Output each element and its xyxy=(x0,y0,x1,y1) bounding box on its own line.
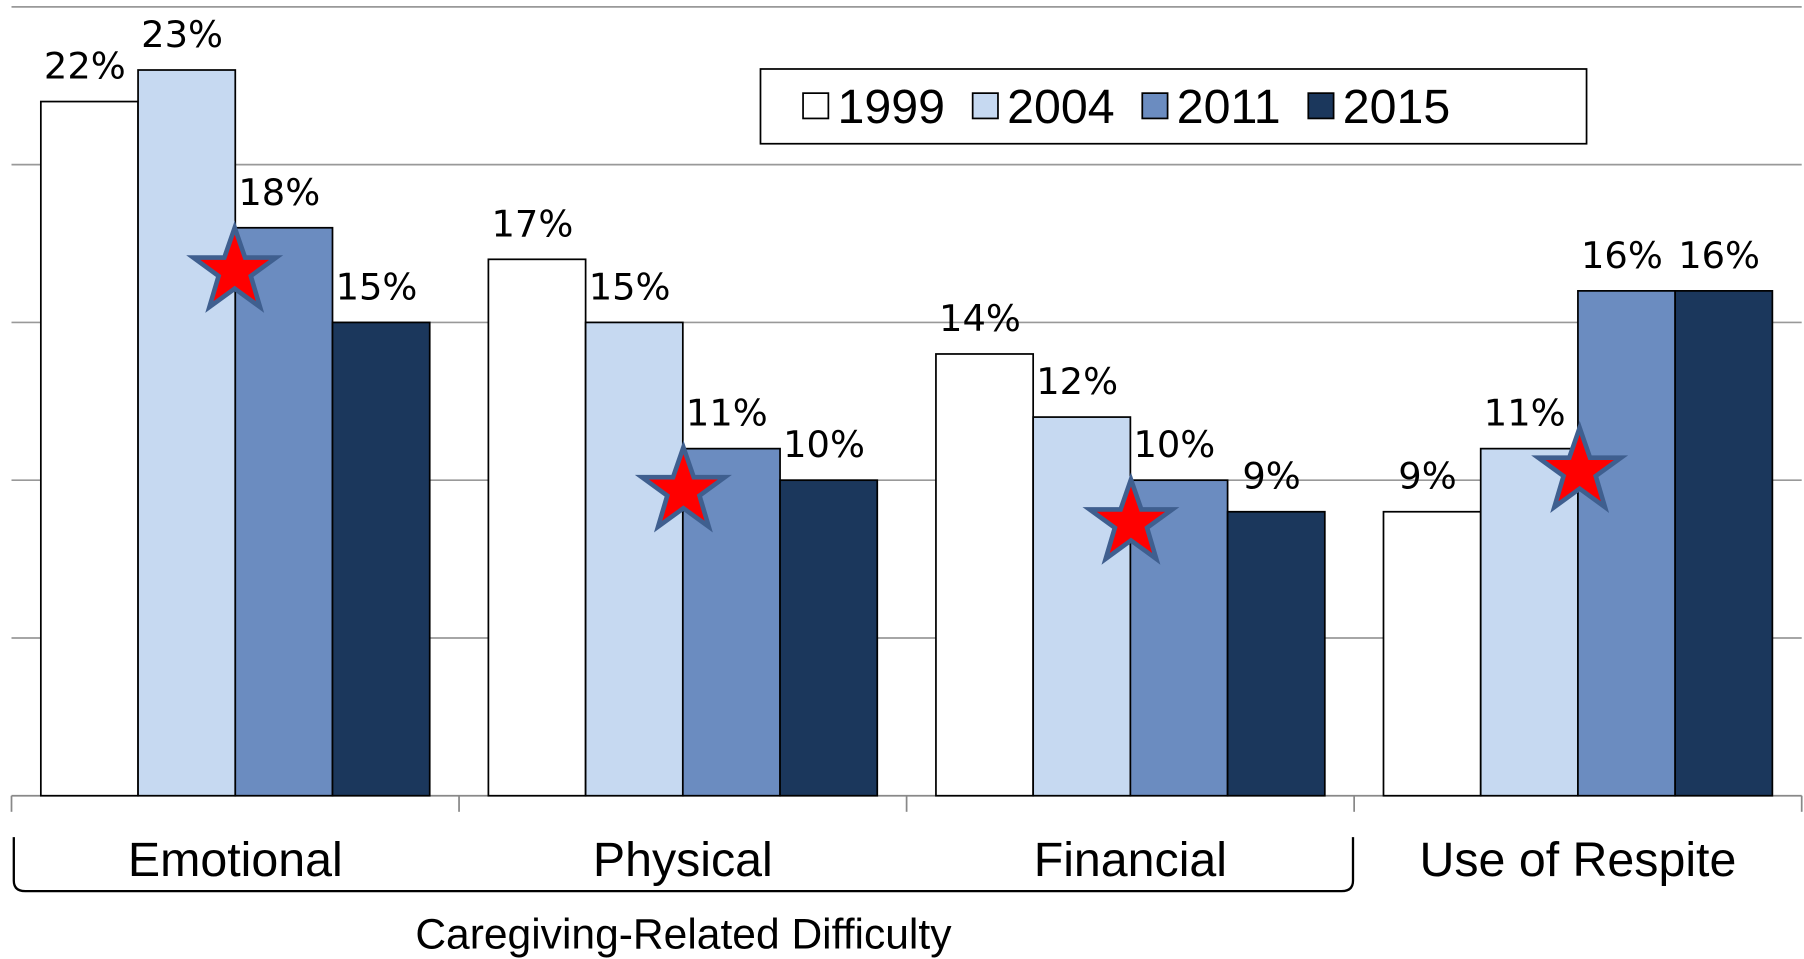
legend-swatch xyxy=(802,92,830,120)
value-label: 15% xyxy=(336,265,418,308)
x-tick-label: Financial xyxy=(1034,833,1227,887)
bar xyxy=(584,321,684,797)
bar xyxy=(1674,290,1774,797)
value-label: 12% xyxy=(1036,360,1118,403)
value-label: 18% xyxy=(238,171,320,214)
value-label: 10% xyxy=(783,423,865,466)
value-label: 9% xyxy=(1398,455,1456,498)
bar xyxy=(137,69,237,797)
bar xyxy=(1479,447,1579,797)
bar xyxy=(1032,416,1132,797)
star xyxy=(634,440,732,533)
x-tick-label: Physical xyxy=(593,833,773,887)
value-label: 15% xyxy=(589,265,671,308)
bar xyxy=(234,226,334,797)
bar xyxy=(1226,510,1326,797)
value-label: 11% xyxy=(686,392,768,435)
legend-label: 2011 xyxy=(1177,80,1281,134)
value-label: 10% xyxy=(1133,423,1215,466)
legend-swatch xyxy=(1307,92,1335,120)
bar xyxy=(331,321,431,797)
bar xyxy=(779,479,879,797)
bar xyxy=(1382,510,1482,797)
value-label: 22% xyxy=(44,45,126,88)
value-label: 23% xyxy=(141,13,223,56)
value-label: 11% xyxy=(1484,392,1566,435)
x-axis-label: Caregiving-Related Difficulty xyxy=(415,911,952,959)
x-tick-label: Emotional xyxy=(128,833,343,887)
group-bracket xyxy=(12,837,1355,893)
legend-swatch xyxy=(971,92,999,120)
bar xyxy=(487,258,587,797)
value-label: 16% xyxy=(1678,234,1760,277)
significance-stars xyxy=(186,220,1629,565)
star xyxy=(186,220,284,313)
legend: 1999 2004 2011 2015 xyxy=(802,80,1450,134)
legend-label: 2004 xyxy=(1007,80,1114,134)
x-tick-label: Use of Respite xyxy=(1419,833,1736,887)
value-label: 16% xyxy=(1581,234,1663,277)
value-label: 9% xyxy=(1242,455,1300,498)
legend-box xyxy=(759,68,1588,145)
legend-label: 1999 xyxy=(838,80,945,134)
bar xyxy=(1577,290,1677,797)
legend-swatch xyxy=(1141,92,1169,120)
value-label: 14% xyxy=(939,297,1021,340)
legend-label: 2015 xyxy=(1343,80,1450,134)
star xyxy=(1082,472,1180,565)
value-label: 17% xyxy=(491,202,573,245)
bars: Emotional 22% 23% 18% 15% Physical 17% 15% 11% 10… xyxy=(39,13,1774,887)
bar xyxy=(935,353,1035,797)
star xyxy=(1531,420,1629,513)
bar xyxy=(39,100,139,797)
